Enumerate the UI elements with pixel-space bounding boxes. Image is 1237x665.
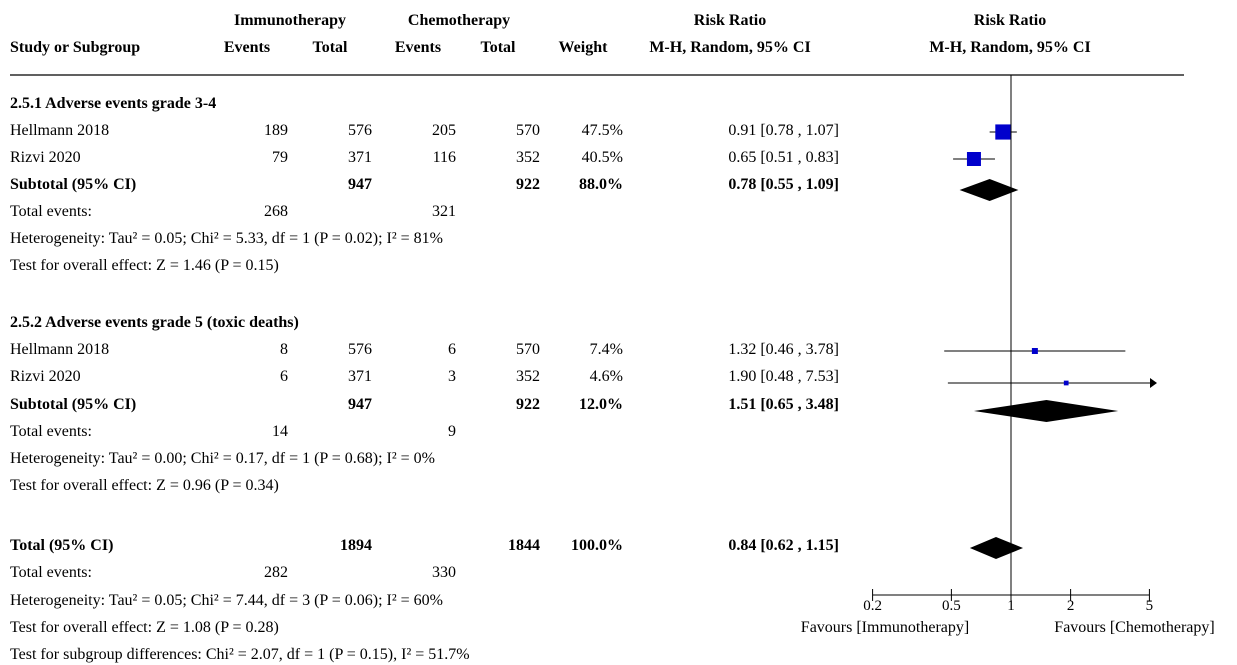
- ci-text: 1.32 [0.46 , 3.78]: [728, 341, 839, 358]
- subtotal-total2: 922: [516, 396, 540, 413]
- subtotal-total1: 947: [348, 176, 372, 193]
- total-events2: 330: [432, 564, 456, 581]
- study-name: Hellmann 2018: [10, 122, 110, 139]
- total-events1: 282: [264, 564, 288, 581]
- col-method-plot: M-H, Random, 95% CI: [929, 39, 1091, 56]
- total-events2: 9: [448, 423, 456, 440]
- ci-arrow: [1150, 378, 1157, 388]
- events2: 116: [432, 149, 456, 166]
- overall-effect-text: Test for overall effect: Z = 1.08 (P = 0…: [10, 619, 279, 636]
- overall-effect-text: Test for overall effect: Z = 1.46 (P = 0…: [10, 257, 279, 274]
- total1: 371: [348, 368, 372, 385]
- study-name: Hellmann 2018: [10, 341, 110, 358]
- events1: 189: [264, 122, 288, 139]
- study-marker: [1063, 380, 1069, 386]
- col-study: Study or Subgroup: [10, 39, 141, 56]
- pooled-diamond: [959, 179, 1019, 201]
- x-tick-label: 0.2: [863, 598, 882, 614]
- events2: 3: [448, 368, 456, 385]
- heterogeneity-text: Heterogeneity: Tau² = 0.00; Chi² = 0.17,…: [10, 450, 435, 467]
- total-events-label: Total events:: [10, 564, 92, 581]
- col-events1: Events: [223, 39, 271, 56]
- subtotal-total2: 922: [516, 176, 540, 193]
- group2-header: Chemotherapy: [407, 12, 511, 29]
- favours-left-label: Favours [Immunotherapy]: [800, 619, 970, 636]
- subtotal-ci: 1.51 [0.65 , 3.48]: [728, 396, 839, 413]
- study-name: Rizvi 2020: [10, 149, 81, 166]
- total-total1: 1894: [340, 537, 372, 554]
- total1: 576: [348, 341, 372, 358]
- subtotal-weight: 12.0%: [579, 396, 623, 413]
- study-name: Rizvi 2020: [10, 368, 81, 385]
- total-events2: 321: [432, 203, 456, 220]
- col-total2: Total: [480, 39, 516, 56]
- total-label: Total (95% CI): [10, 537, 114, 554]
- total2: 352: [516, 149, 540, 166]
- total2: 570: [516, 341, 540, 358]
- events1: 79: [272, 149, 288, 166]
- total1: 371: [348, 149, 372, 166]
- ci-text: 0.91 [0.78 , 1.07]: [728, 122, 839, 139]
- rr-plot-header: Risk Ratio: [973, 12, 1047, 29]
- group1-header: Immunotherapy: [233, 12, 346, 29]
- x-tick-label: 0.5: [942, 598, 961, 614]
- study-marker: [995, 124, 1011, 140]
- total-events-label: Total events:: [10, 423, 92, 440]
- x-tick-label: 2: [1067, 598, 1075, 614]
- rr-header: Risk Ratio: [693, 12, 767, 29]
- total-events1: 14: [272, 423, 288, 440]
- favours-right-label: Favours [Chemotherapy]: [1054, 619, 1215, 636]
- subgroup-title: 2.5.1 Adverse events grade 3-4: [10, 95, 217, 112]
- heterogeneity-text: Heterogeneity: Tau² = 0.05; Chi² = 7.44,…: [10, 592, 443, 609]
- subtotal-label: Subtotal (95% CI): [10, 396, 137, 413]
- ci-text: 1.90 [0.48 , 7.53]: [728, 368, 839, 385]
- total-total2: 1844: [508, 537, 540, 554]
- subgroup-title: 2.5.2 Adverse events grade 5 (toxic deat…: [10, 314, 299, 331]
- weight: 47.5%: [581, 122, 623, 139]
- subtotal-total1: 947: [348, 396, 372, 413]
- col-method: M-H, Random, 95% CI: [649, 39, 811, 56]
- x-tick-label: 1: [1007, 598, 1015, 614]
- subtotal-ci: 0.78 [0.55 , 1.09]: [728, 176, 839, 193]
- heterogeneity-text: Heterogeneity: Tau² = 0.05; Chi² = 5.33,…: [10, 230, 443, 247]
- pooled-diamond: [973, 400, 1119, 422]
- study-marker: [1031, 348, 1038, 354]
- study-marker: [966, 151, 981, 167]
- ci-text: 0.65 [0.51 , 0.83]: [728, 149, 839, 166]
- events2: 6: [448, 341, 456, 358]
- x-tick-label: 5: [1146, 598, 1154, 614]
- events1: 6: [280, 368, 288, 385]
- overall-effect-text: Test for overall effect: Z = 0.96 (P = 0…: [10, 477, 279, 494]
- subtotal-label: Subtotal (95% CI): [10, 176, 137, 193]
- weight: 4.6%: [589, 368, 623, 385]
- subgroup-diff-text: Test for subgroup differences: Chi² = 2.…: [10, 646, 470, 663]
- total2: 352: [516, 368, 540, 385]
- total-ci: 0.84 [0.62 , 1.15]: [728, 537, 839, 554]
- total1: 576: [348, 122, 372, 139]
- col-total1: Total: [312, 39, 348, 56]
- pooled-diamond: [969, 537, 1024, 559]
- events2: 205: [432, 122, 456, 139]
- events1: 8: [280, 341, 288, 358]
- total2: 570: [516, 122, 540, 139]
- weight: 40.5%: [581, 149, 623, 166]
- subtotal-weight: 88.0%: [579, 176, 623, 193]
- total-events1: 268: [264, 203, 288, 220]
- col-weight: Weight: [558, 39, 608, 56]
- total-events-label: Total events:: [10, 203, 92, 220]
- weight: 7.4%: [589, 341, 623, 358]
- col-events2: Events: [394, 39, 442, 56]
- total-weight: 100.0%: [571, 537, 623, 554]
